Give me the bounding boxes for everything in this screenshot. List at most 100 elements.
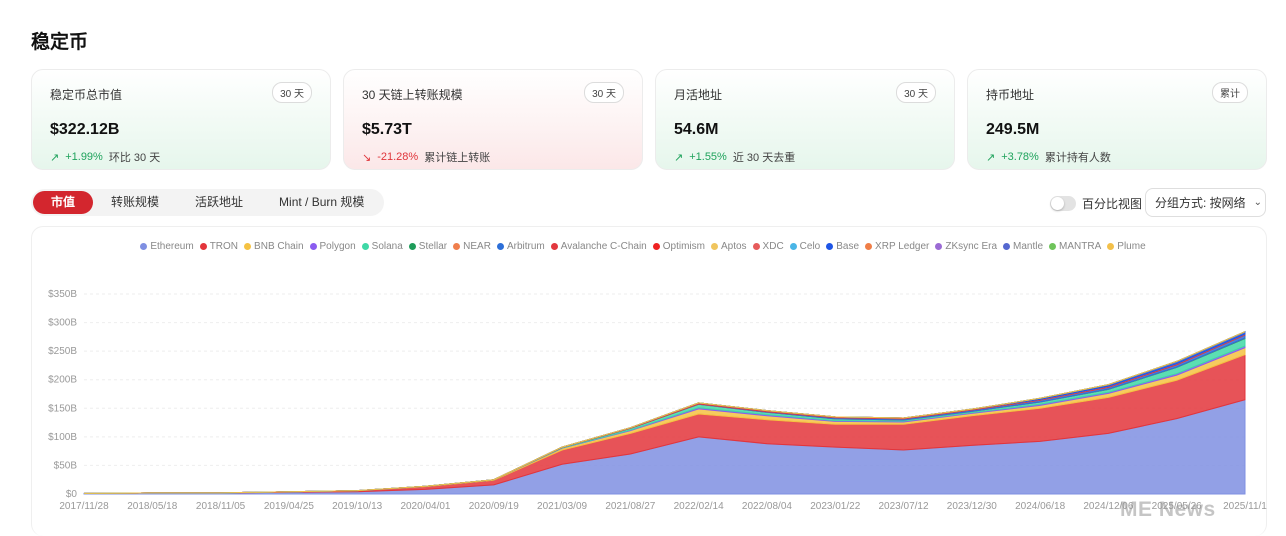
legend-swatch <box>865 243 873 250</box>
legend-label: Ethereum <box>150 241 194 252</box>
y-tick-label: $50B <box>54 460 78 471</box>
change-percent: +3.78% <box>1001 151 1039 163</box>
change-percent: +1.99% <box>65 151 103 163</box>
card-holder-addresses[interactable]: 持币地址 累计 249.5M ↗ +3.78% 累计持有人数 <box>967 69 1267 170</box>
legend-swatch <box>496 243 504 250</box>
card-transfer-volume[interactable]: 30 天链上转账规模 30 天 $5.73T ↘ -21.28% 累计链上转账 <box>343 69 643 170</box>
group-by-value: 分组方式: 按网络 <box>1155 196 1246 210</box>
legend-label: Polygon <box>319 241 356 252</box>
group-by-select[interactable]: 分组方式: 按网络 ⌄ <box>1145 188 1266 217</box>
legend-item[interactable]: Polygon <box>309 241 356 252</box>
legend-item[interactable]: XRP Ledger <box>865 241 929 252</box>
card-label: 持币地址 <box>986 88 1035 102</box>
card-market-cap[interactable]: 稳定币总市值 30 天 $322.12B ↗ +1.99% 环比 30 天 <box>31 69 331 170</box>
chevron-down-icon: ⌄ <box>1253 197 1263 208</box>
card-value: 249.5M <box>986 121 1040 138</box>
legend-label: BNB Chain <box>254 241 304 252</box>
legend-swatch <box>652 243 660 250</box>
legend-item[interactable]: BNB Chain <box>244 241 304 252</box>
change-percent: +1.55% <box>689 151 727 163</box>
legend-item[interactable]: Stellar <box>408 241 448 252</box>
y-tick-label: $300B <box>48 318 77 329</box>
trend-up-icon: ↗ <box>986 151 996 164</box>
x-tick-label: 2023/12/30 <box>947 501 997 512</box>
chart-legend: Ethereum TRON BNB Chain Polygon Solana Stella… <box>0 241 1286 253</box>
percent-view-control: 百分比视图 <box>1050 195 1142 212</box>
legend-item[interactable]: ZKsync Era <box>935 241 997 252</box>
legend-item[interactable]: Optimism <box>652 241 705 252</box>
legend-item[interactable]: Avalanche C-Chain <box>550 241 647 252</box>
tab-mint-burn[interactable]: Mint / Burn 规模 <box>279 195 365 209</box>
x-tick-label: 2025/11/1 <box>1223 501 1267 512</box>
legend-swatch <box>710 243 718 250</box>
legend-item[interactable]: Ethereum <box>140 241 194 252</box>
legend-swatch <box>1003 243 1011 250</box>
x-tick-label: 2024/06/18 <box>1015 501 1065 512</box>
tab-transfer-volume[interactable]: 转账规模 <box>111 195 160 209</box>
card-label: 稳定币总市值 <box>50 88 123 102</box>
card-change-row: ↘ -21.28% 累计链上转账 <box>362 149 624 165</box>
legend-label: XRP Ledger <box>875 241 930 252</box>
legend-swatch <box>935 243 943 250</box>
period-badge: 30 天 <box>584 82 624 103</box>
metric-tabs: 市值 转账规模 活跃地址 Mint / Burn 规模 <box>31 189 385 216</box>
card-change-row: ↗ +1.55% 近 30 天去重 <box>674 149 936 165</box>
percent-view-label: 百分比视图 <box>1082 197 1143 211</box>
legend-swatch <box>752 243 760 250</box>
legend-item[interactable]: Arbitrum <box>496 241 545 252</box>
change-note: 环比 30 天 <box>108 152 161 164</box>
legend-item[interactable]: XDC <box>752 241 784 252</box>
x-tick-label: 2024/12/06 <box>1083 501 1133 512</box>
card-change-row: ↗ +1.99% 环比 30 天 <box>50 149 312 165</box>
stacked-area-chart: $0 $50B $100B $150B $200B $250B $300B $350B 2017… <box>48 289 1267 512</box>
period-badge: 累计 <box>1212 82 1248 103</box>
x-tick-label: 2023/07/12 <box>878 501 928 512</box>
period-badge: 30 天 <box>272 82 312 103</box>
change-note: 累计链上转账 <box>424 152 491 164</box>
legend-item[interactable]: Solana <box>361 241 403 252</box>
x-tick-label: 2022/02/14 <box>674 501 724 512</box>
legend-swatch <box>1107 243 1115 250</box>
legend-item[interactable]: Mantle <box>1003 241 1043 252</box>
legend-item[interactable]: Celo <box>789 241 821 252</box>
legend-label: Base <box>836 241 860 252</box>
legend-item[interactable]: TRON <box>199 241 238 252</box>
x-tick-label: 2021/03/09 <box>537 501 587 512</box>
legend-swatch <box>244 243 252 250</box>
legend-label: Stellar <box>418 241 448 252</box>
tab-market-cap[interactable]: 市值 <box>33 191 94 214</box>
legend-swatch <box>550 243 558 250</box>
page-title: 稳定币 <box>31 32 89 53</box>
legend-label: Plume <box>1117 241 1146 252</box>
legend-label: Optimism <box>662 241 705 252</box>
x-tick-label: 2022/08/04 <box>742 501 792 512</box>
legend-label: Solana <box>371 241 403 252</box>
legend-label: Aptos <box>720 241 747 252</box>
card-value: $5.73T <box>362 121 412 138</box>
x-tick-label: 2018/05/18 <box>127 501 177 512</box>
y-tick-label: $100B <box>48 432 77 443</box>
period-badge: 30 天 <box>896 82 936 103</box>
x-tick-label: 2020/04/01 <box>400 501 450 512</box>
y-tick-label: $250B <box>48 346 77 357</box>
x-tick-label: 2021/08/27 <box>605 501 655 512</box>
legend-item[interactable]: Base <box>826 241 859 252</box>
card-monthly-active[interactable]: 月活地址 30 天 54.6M ↗ +1.55% 近 30 天去重 <box>655 69 955 170</box>
legend-item[interactable]: NEAR <box>453 241 491 252</box>
y-tick-label: $0 <box>66 489 78 500</box>
legend-label: ZKsync Era <box>945 241 998 252</box>
legend-label: Celo <box>799 241 821 252</box>
change-note: 累计持有人数 <box>1044 152 1111 164</box>
legend-label: NEAR <box>463 241 491 252</box>
legend-item[interactable]: MANTRA <box>1049 241 1101 252</box>
x-tick-label: 2017/11/28 <box>59 501 109 512</box>
tab-active-addresses[interactable]: 活跃地址 <box>195 195 244 209</box>
card-label: 30 天链上转账规模 <box>362 88 463 102</box>
legend-swatch <box>309 243 317 250</box>
legend-label: MANTRA <box>1059 241 1102 252</box>
percent-view-toggle[interactable] <box>1050 196 1076 211</box>
legend-item[interactable]: Plume <box>1107 241 1146 252</box>
x-tick-label: 2019/04/25 <box>264 501 314 512</box>
legend-item[interactable]: Aptos <box>710 241 747 252</box>
series-area-plume <box>83 331 1246 494</box>
